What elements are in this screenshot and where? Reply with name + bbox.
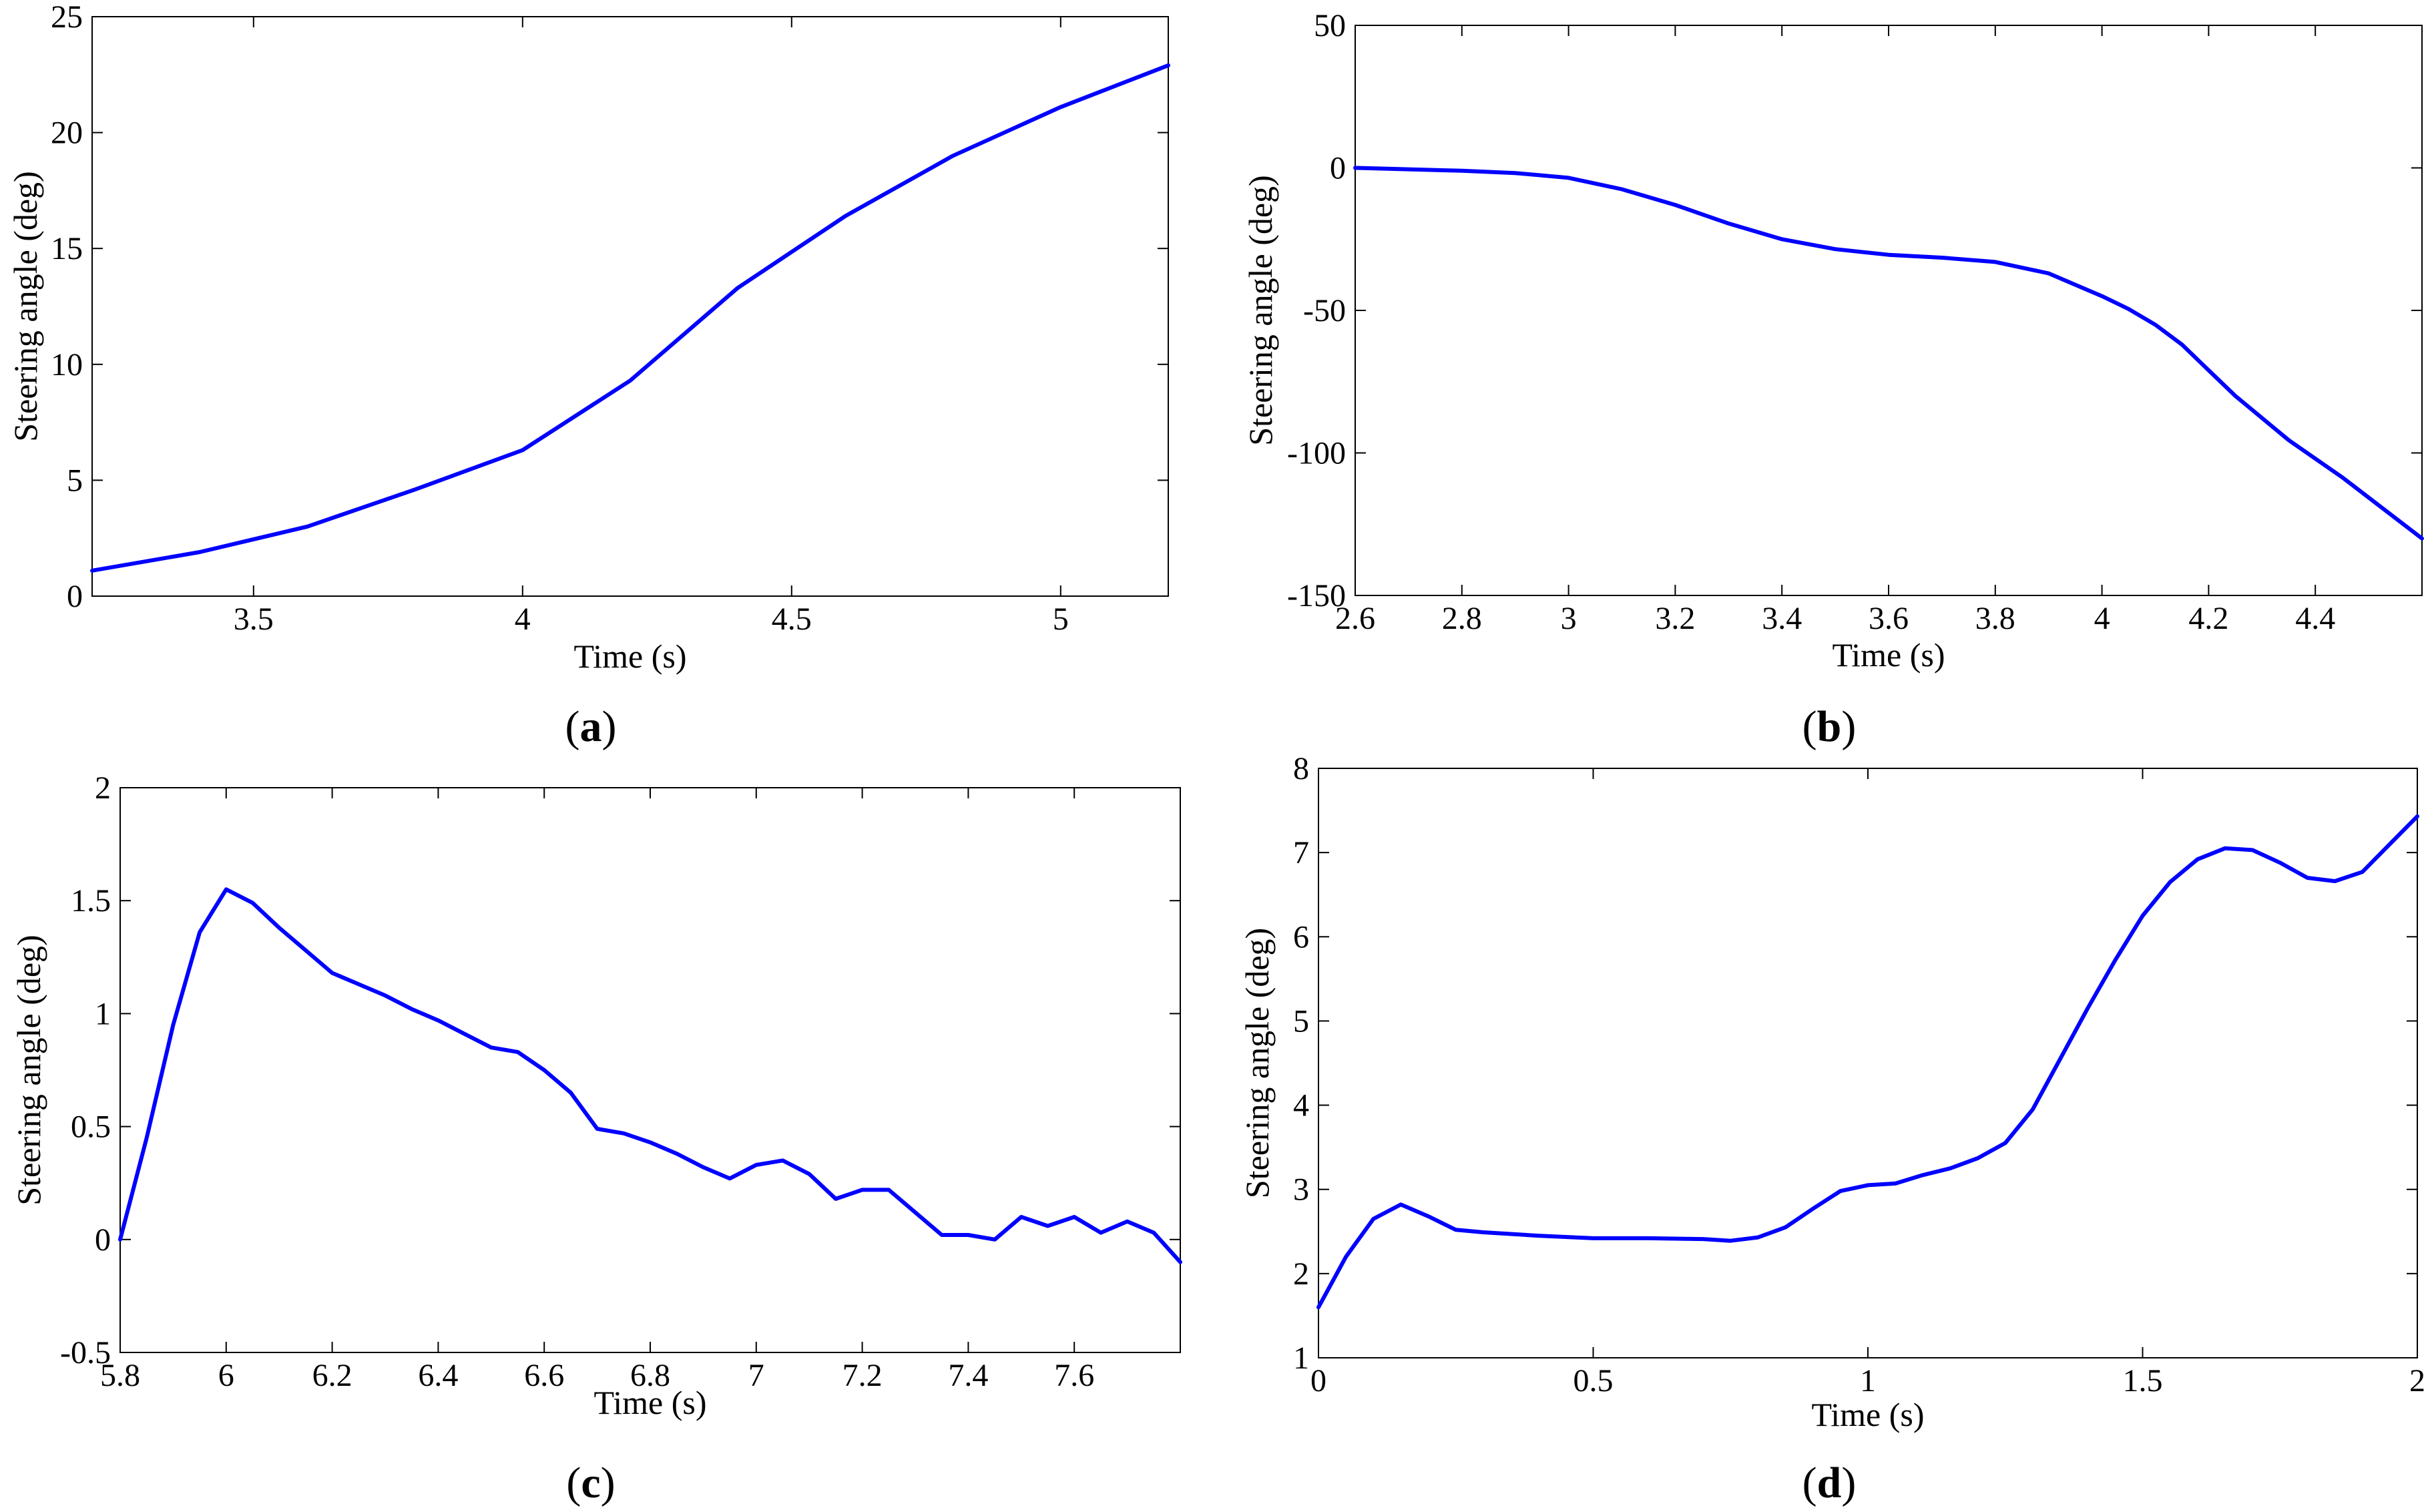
x-tick-label: 3 bbox=[1561, 601, 1577, 636]
x-axis-label: Time (s) bbox=[573, 638, 686, 675]
y-tick-label: 1 bbox=[1293, 1340, 1309, 1376]
y-tick-label: -100 bbox=[1287, 436, 1346, 471]
chart-panel-a: 3.5 4 4.5 5 0 5 10 15 20 25 Time (s) Steering angle… bbox=[7, 0, 1170, 751]
x-tick-label: 1.5 bbox=[2123, 1363, 2163, 1399]
y-tick-label: 1 bbox=[95, 996, 111, 1031]
y-tick-label: 8 bbox=[1293, 751, 1309, 786]
y-axis-label: Steering angle (deg) bbox=[7, 171, 44, 441]
x-tick-label: 3.2 bbox=[1655, 601, 1695, 636]
plot-frame bbox=[91, 16, 1169, 597]
y-axis-label: Steering angle (deg) bbox=[1238, 928, 1276, 1198]
panel-letter: b bbox=[1817, 702, 1842, 751]
y-tick-label: 20 bbox=[51, 115, 83, 151]
panel-letter: c bbox=[581, 1459, 600, 1507]
y-tick-label: -50 bbox=[1303, 293, 1346, 328]
x-tick-label: 6 bbox=[218, 1358, 234, 1393]
y-tick-label: 2 bbox=[95, 770, 111, 806]
y-tick-label: 5 bbox=[67, 463, 83, 498]
x-tick-label: 7 bbox=[748, 1358, 764, 1393]
y-tick-label: 7 bbox=[1293, 835, 1309, 870]
chart-panel-d: 0 0.5 1 1.5 2 1 2 3 4 5 6 7 8 Time (s) Steering angle … bbox=[1238, 751, 2425, 1507]
y-tick-label: 1.5 bbox=[71, 883, 111, 919]
panel-caption: (b) bbox=[1802, 702, 1857, 751]
y-tick-label: 6 bbox=[1293, 919, 1309, 955]
x-axis-label: Time (s) bbox=[593, 1384, 706, 1421]
series-line-c bbox=[118, 887, 1182, 1264]
x-tick-label: 7.2 bbox=[842, 1358, 883, 1393]
series-line-b bbox=[1353, 166, 2424, 541]
panel-caption: (c) bbox=[566, 1459, 615, 1507]
x-tick-label: 4 bbox=[515, 601, 531, 637]
plot-frame bbox=[119, 787, 1181, 1353]
x-tick-label: 0.5 bbox=[1573, 1363, 1614, 1399]
x-axis-label: Time (s) bbox=[1832, 636, 1945, 674]
x-tick-label: 2.6 bbox=[1335, 601, 1375, 636]
y-tick-label: 0 bbox=[95, 1222, 111, 1258]
x-tick-label: 4.5 bbox=[772, 601, 812, 637]
chart-panel-c: 5.8 6 6.2 6.4 6.6 6.8 7 7.2 7.4 7.6 -0.5 0 0.5 1 1.5 2 T… bbox=[10, 770, 1182, 1507]
x-tick-label: 6.4 bbox=[418, 1358, 458, 1393]
y-tick-label: 5 bbox=[1293, 1003, 1309, 1039]
x-tick-label: 7.4 bbox=[948, 1358, 988, 1393]
panel-caption: (a) bbox=[565, 702, 617, 751]
panel-letter: a bbox=[580, 702, 602, 751]
y-tick-label: 50 bbox=[1314, 8, 1346, 43]
x-tick-label: 4.2 bbox=[2188, 601, 2228, 636]
x-tick-label: 1 bbox=[1860, 1363, 1876, 1399]
series-line-a bbox=[90, 63, 1170, 573]
y-tick-label: 15 bbox=[51, 231, 83, 266]
y-tick-label: 0.5 bbox=[71, 1109, 111, 1145]
plot-frame bbox=[1318, 768, 2418, 1358]
x-tick-label: 2.8 bbox=[1442, 601, 1482, 636]
plot-frame bbox=[1355, 25, 2423, 596]
y-tick-label: 10 bbox=[51, 347, 83, 383]
x-tick-label: 2 bbox=[2409, 1363, 2425, 1399]
x-tick-label: 4 bbox=[2094, 601, 2110, 636]
x-tick-label: 3.8 bbox=[1975, 601, 2015, 636]
x-tick-label: 3.4 bbox=[1762, 601, 1802, 636]
x-tick-label: 5 bbox=[1053, 601, 1069, 637]
y-tick-label: 0 bbox=[67, 579, 83, 614]
x-axis-label: Time (s) bbox=[1811, 1396, 1924, 1433]
y-tick-label: 4 bbox=[1293, 1088, 1309, 1123]
y-tick-label: 25 bbox=[51, 0, 83, 35]
y-tick-label: 0 bbox=[1330, 151, 1346, 186]
y-tick-label: -150 bbox=[1287, 578, 1346, 613]
y-tick-label: 3 bbox=[1293, 1172, 1309, 1208]
x-tick-label: 5.8 bbox=[100, 1358, 140, 1393]
x-tick-label: 4.4 bbox=[2295, 601, 2335, 636]
y-tick-label: -0.5 bbox=[60, 1335, 111, 1370]
x-tick-label: 3.5 bbox=[234, 601, 274, 637]
x-tick-label: 6.2 bbox=[312, 1358, 352, 1393]
x-tick-label: 6.6 bbox=[524, 1358, 564, 1393]
x-tick-label: 7.6 bbox=[1054, 1358, 1094, 1393]
y-tick-label: 2 bbox=[1293, 1256, 1309, 1292]
x-tick-label: 3.6 bbox=[1869, 601, 1909, 636]
x-tick-label: 6.8 bbox=[630, 1358, 670, 1393]
panel-letter: d bbox=[1817, 1459, 1842, 1507]
x-tick-label: 0 bbox=[1310, 1363, 1326, 1399]
series-line-d bbox=[1316, 814, 2419, 1310]
y-axis-label: Steering angle (deg) bbox=[1242, 175, 1279, 445]
y-axis-label: Steering angle (deg) bbox=[10, 935, 47, 1205]
panel-caption: (d) bbox=[1802, 1459, 1857, 1507]
chart-panel-b: 2.6 2.8 3 3.2 3.4 3.6 3.8 4 4.2 4.4 -150 -100 -50 0 50… bbox=[1242, 8, 2424, 751]
